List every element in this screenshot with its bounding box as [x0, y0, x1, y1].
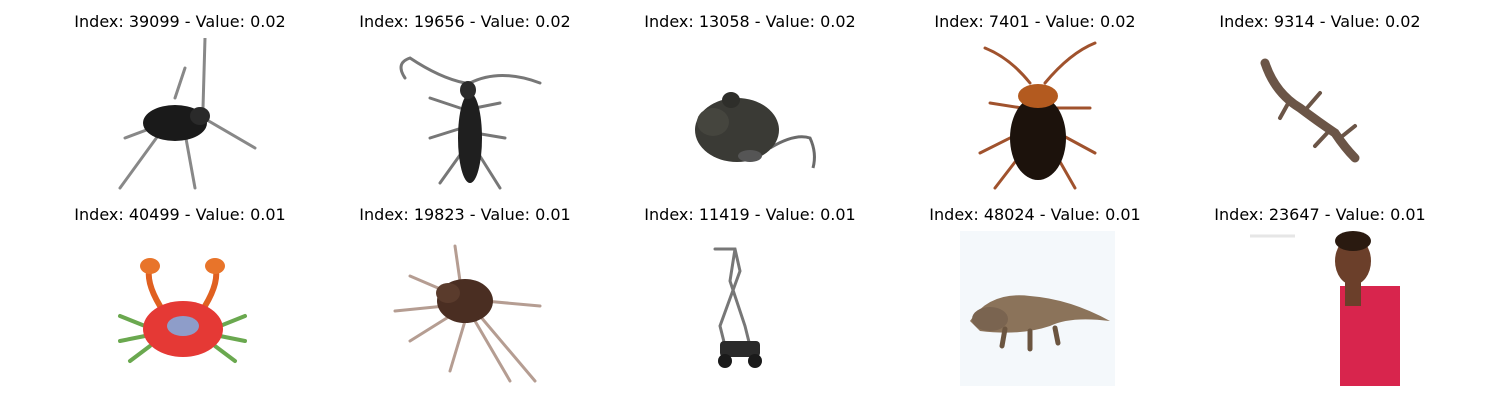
image-title: Index: 11419 - Value: 0.01	[644, 205, 856, 224]
image-title: Index: 19656 - Value: 0.02	[359, 12, 571, 31]
image-cell: Index: 13058 - Value: 0.02	[600, 10, 900, 169]
image-cell: Index: 48024 - Value: 0.01	[885, 203, 1185, 386]
crab-image	[105, 231, 260, 386]
image-cell: Index: 19823 - Value: 0.01	[315, 203, 615, 383]
image-title: Index: 9314 - Value: 0.02	[1219, 12, 1421, 31]
image-cell: Index: 7401 - Value: 0.02	[885, 10, 1185, 190]
image-title: Index: 19823 - Value: 0.01	[359, 205, 571, 224]
dinosaur-image	[960, 231, 1115, 386]
image-title: Index: 40499 - Value: 0.01	[74, 205, 286, 224]
image-title: Index: 23647 - Value: 0.01	[1214, 205, 1426, 224]
image-cell: Index: 39099 - Value: 0.02	[30, 10, 330, 190]
cricket-insect-image	[105, 38, 260, 193]
lawn-mower-image	[675, 231, 830, 386]
image-title: Index: 39099 - Value: 0.02	[74, 12, 286, 31]
cockroach-image	[960, 38, 1115, 193]
longhorn-beetle-image	[390, 38, 545, 193]
image-title: Index: 13058 - Value: 0.02	[644, 12, 856, 31]
image-cell: Index: 11419 - Value: 0.01	[600, 203, 900, 368]
image-cell: Index: 9314 - Value: 0.02	[1170, 10, 1470, 163]
image-cell: Index: 19656 - Value: 0.02	[315, 10, 615, 190]
spider-image	[390, 231, 545, 386]
image-title: Index: 48024 - Value: 0.01	[929, 205, 1141, 224]
image-cell: Index: 40499 - Value: 0.01	[30, 203, 330, 363]
person-image	[1245, 231, 1400, 386]
rat-image	[675, 38, 830, 193]
image-cell: Index: 23647 - Value: 0.01	[1170, 203, 1470, 386]
image-title: Index: 7401 - Value: 0.02	[934, 12, 1136, 31]
lizard-image	[1245, 38, 1400, 193]
